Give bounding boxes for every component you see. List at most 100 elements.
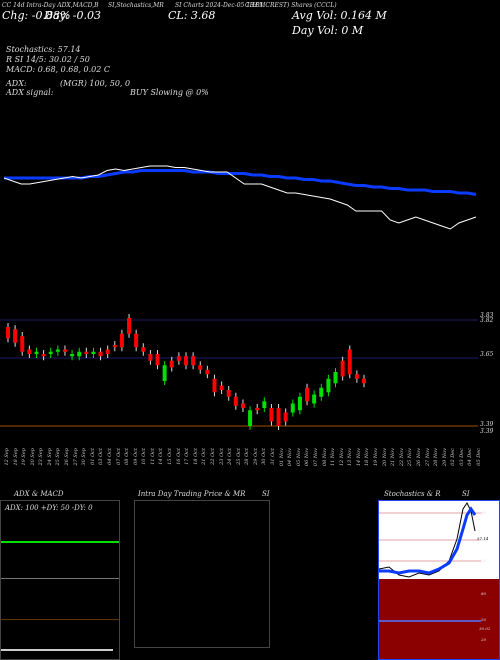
stoch-svg <box>379 502 481 622</box>
price-label-3: 3.65 <box>480 351 494 358</box>
candle-body <box>91 351 96 354</box>
stoch-readout: Stochastics: 57.14 <box>6 45 81 54</box>
candle-body <box>269 408 274 422</box>
candle-body <box>226 390 231 397</box>
macd-zero-line <box>1 619 119 620</box>
candle-body <box>362 378 366 384</box>
x-tick-label: 02 Dec <box>450 448 457 466</box>
candle-body <box>255 408 260 411</box>
x-tick-label: 23 Oct <box>218 448 225 465</box>
x-tick-label: 21 Oct <box>201 448 208 465</box>
rsi-value: 30.02 <box>479 626 491 631</box>
x-tick-label: 22 Oct <box>209 448 216 465</box>
x-tick-label: 25 Sep <box>55 448 62 466</box>
change-line: Chg: -0.88% <box>2 9 71 22</box>
price-label-4: 3.39 <box>480 421 494 428</box>
adx-status: ADX: 100 +DY: 50 -DY: 0 <box>5 504 93 512</box>
day-volume: Day Vol: 0 M <box>292 24 364 37</box>
candle-body <box>305 387 310 402</box>
candle-body <box>219 385 224 390</box>
adx-label: ADX: <box>6 79 27 88</box>
stoch-level-20: 20 <box>481 558 487 563</box>
candles-group <box>6 314 366 430</box>
mrsi-panel-title: Intra Day Trading Price & MR <box>138 490 246 498</box>
price-label-5: 3.39 <box>480 428 494 435</box>
candle-body <box>162 365 167 381</box>
x-tick-label: 03 Dec <box>458 448 465 466</box>
x-tick-label: 29 Oct <box>252 448 259 465</box>
stoch-k-line <box>379 502 476 578</box>
x-tick-label: 18 Nov <box>364 448 371 467</box>
rsi-area <box>379 579 499 659</box>
candle-body <box>326 378 331 393</box>
candle-body <box>27 349 32 354</box>
ema-line <box>4 169 477 196</box>
candle-body <box>212 378 217 393</box>
adx-green-line <box>1 541 119 543</box>
rsi-readout: R SI 14/5: 30.02 / 50 <box>6 55 90 64</box>
candle-body <box>119 333 124 348</box>
candle-body <box>20 336 25 352</box>
candle-body <box>70 354 75 357</box>
candle-body <box>262 401 267 408</box>
candle-body <box>127 318 132 334</box>
candle-body <box>319 387 324 397</box>
x-tick-label: 14 Oct <box>158 448 165 465</box>
adx-panel: ADX: 100 +DY: 50 -DY: 0 <box>0 500 120 660</box>
candle-body <box>276 408 281 426</box>
x-tick-label: 25 Oct <box>235 448 242 465</box>
x-tick-label: 27 Nov <box>424 448 431 467</box>
x-tick-label: 26 Sep <box>64 448 71 466</box>
candle-body <box>248 410 253 426</box>
candle-body <box>240 403 245 408</box>
mrsi-si-label: SI <box>262 490 270 498</box>
macd-readout: MACD: 0.68, 0.68, 0.02 C <box>6 65 111 74</box>
x-tick-label: 24 Sep <box>46 448 53 466</box>
candle-body <box>48 351 53 354</box>
day-change: Day: -0.03 <box>44 9 102 22</box>
x-tick-label: 11 Oct <box>149 448 156 465</box>
x-tick-label: 28 Nov <box>433 448 440 467</box>
stoch-d-line <box>379 506 477 575</box>
x-tick-label: 20 Sep <box>29 448 36 466</box>
x-tick-label: 17 Oct <box>184 448 191 465</box>
macd-line <box>1 649 113 651</box>
header-title-1: CC 14d Intra-Day ADX,MACD,B <box>2 2 99 9</box>
x-tick-label: 13 Nov <box>347 448 354 467</box>
x-tick-label: 04 Nov <box>287 448 294 467</box>
x-tick-label: 12 Sep <box>4 448 10 466</box>
candle-body <box>297 396 302 411</box>
x-tick-label: 16 Oct <box>175 448 182 465</box>
x-tick-label: 05 Nov <box>295 448 302 467</box>
buy-signal: BUY Slowing @ 0% <box>130 88 209 97</box>
x-tick-label: 18 Sep <box>12 448 19 466</box>
x-tick-label: 30 Oct <box>261 448 268 465</box>
price-line <box>3 165 477 230</box>
candle-body <box>205 369 210 375</box>
x-tick-label: 28 Oct <box>244 448 251 465</box>
x-tick-label: 04 Dec <box>467 448 474 466</box>
mrsi-panel <box>134 500 270 648</box>
x-tick-label: 08 Nov <box>321 448 328 467</box>
x-tick-label: 07 Nov <box>312 448 319 467</box>
candle-body <box>41 354 46 357</box>
candle-body <box>347 349 352 375</box>
candle-body <box>333 372 338 384</box>
avg-volume: Avg Vol: 0.164 M <box>292 9 387 22</box>
price-label-1: 3.83 <box>480 312 494 319</box>
candle-body <box>34 351 39 354</box>
header-title-4: CHEMCREST) Shares (CCCL) <box>245 2 337 9</box>
x-tick-label: 12 Nov <box>338 448 345 467</box>
x-tick-label: 11 Nov <box>330 448 337 467</box>
candle-body <box>98 351 103 357</box>
price-label-2: 3.82 <box>480 317 494 324</box>
main-chart <box>0 165 478 430</box>
candle-body <box>134 333 139 348</box>
candle-body <box>283 412 288 422</box>
x-tick-label: 25 Nov <box>407 448 414 467</box>
close-price: CL: 3.68 <box>168 9 216 22</box>
x-tick-label: 30 Sep <box>81 448 88 466</box>
candle-body <box>176 356 181 361</box>
stoch-level-50: 50 <box>481 537 487 542</box>
x-tick-label: 05 Dec <box>476 448 482 466</box>
